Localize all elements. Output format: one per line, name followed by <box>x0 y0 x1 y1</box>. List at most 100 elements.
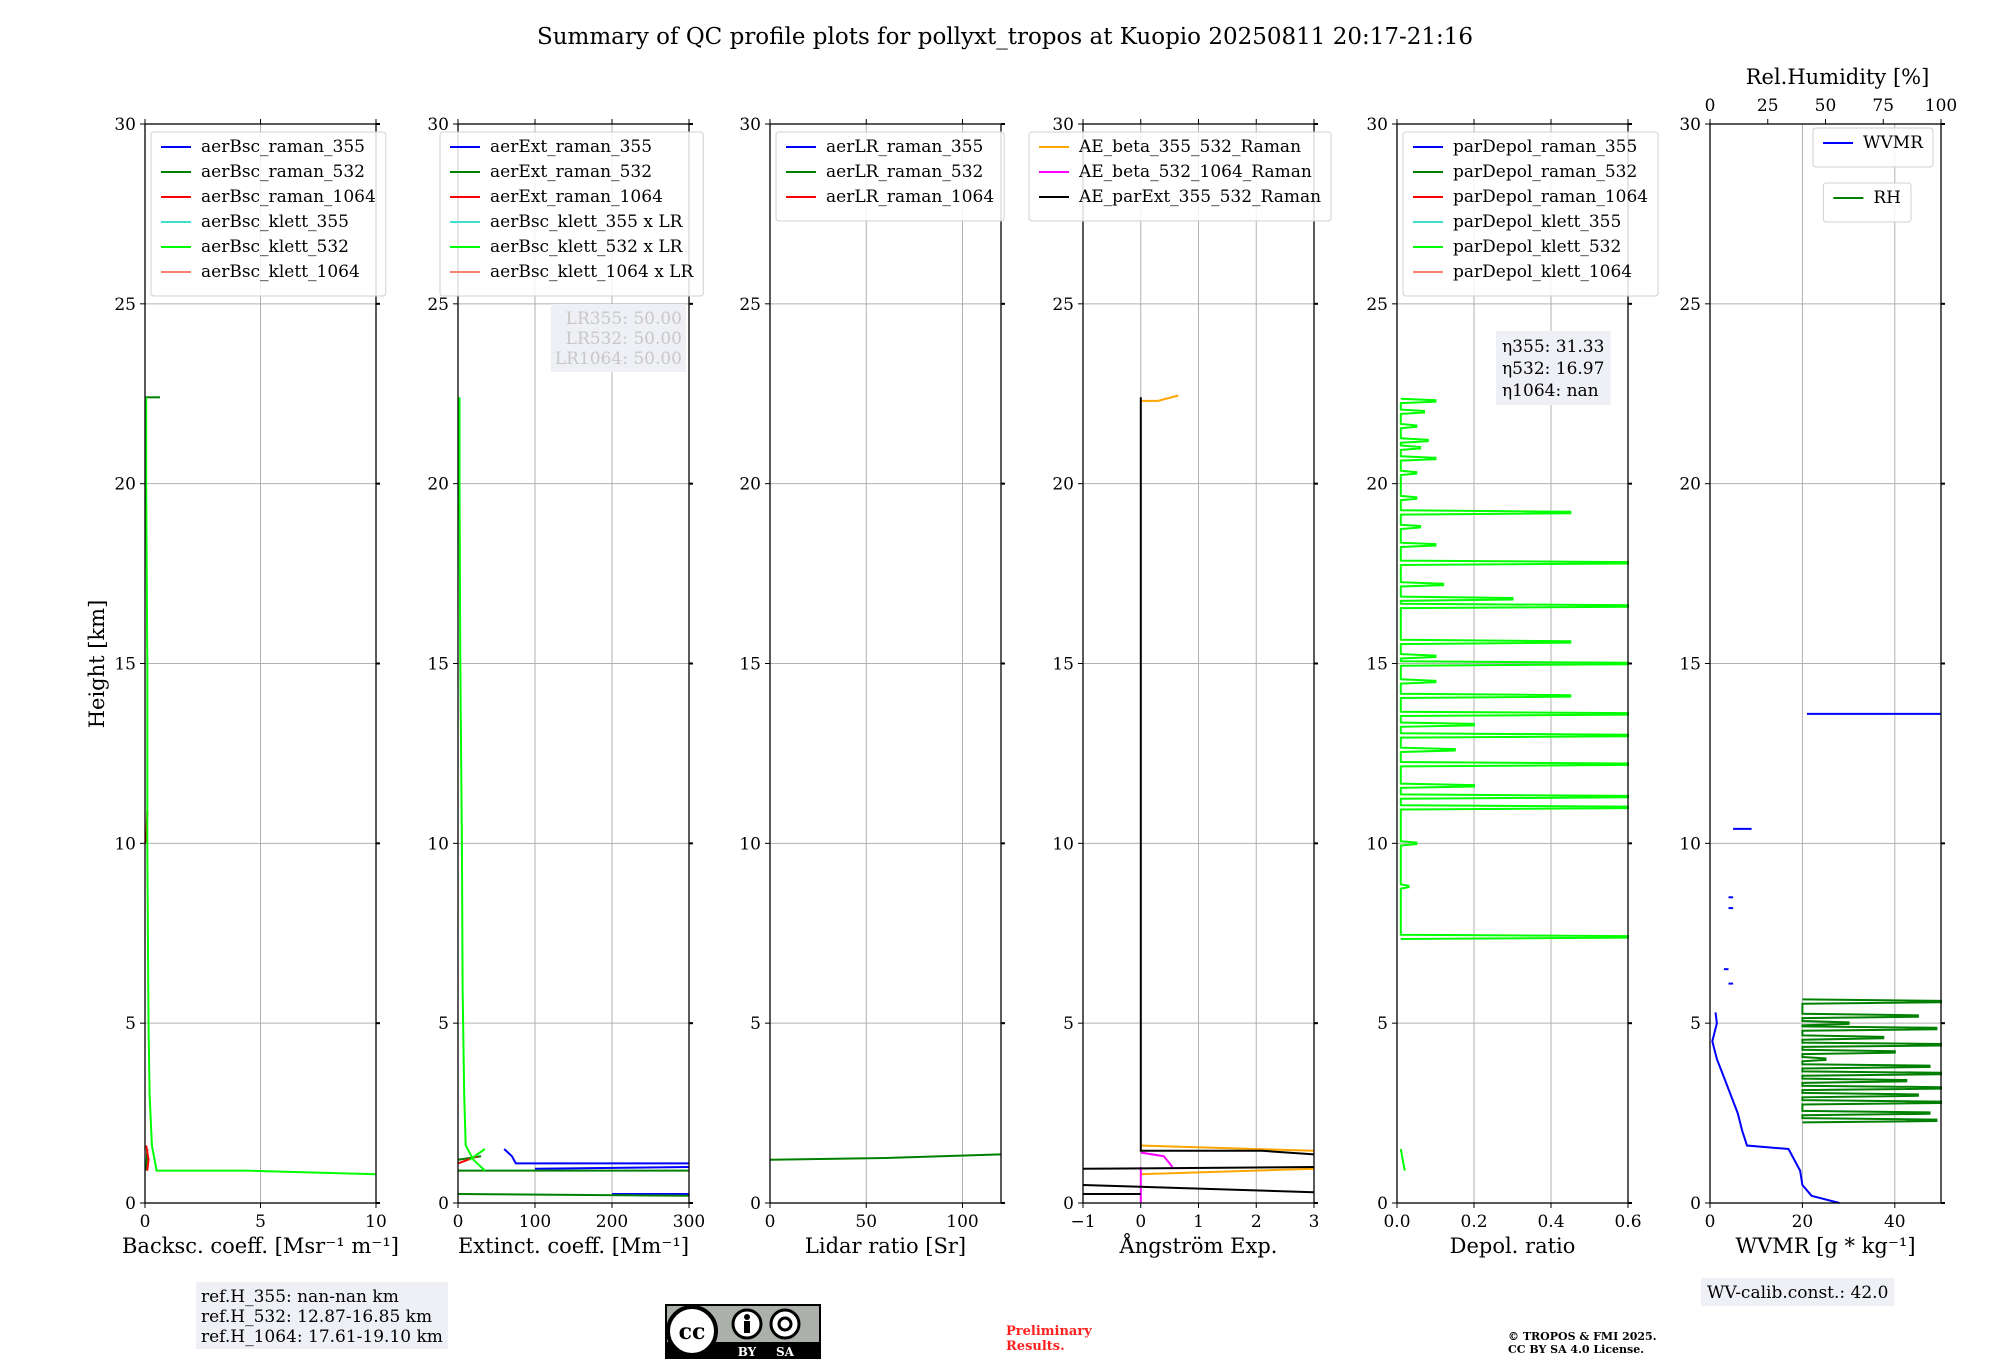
legend-label: RH <box>1873 188 1901 208</box>
y-tick-label: 0 <box>1377 1194 1388 1214</box>
legend-label: aerBsc_raman_355 <box>201 137 365 157</box>
legend-label: parDepol_raman_532 <box>1453 162 1637 182</box>
plot-area <box>1082 394 1315 1203</box>
x-axis-label: WVMR [g * kg⁻¹] <box>1735 1234 1915 1258</box>
cc-license-logo: cc BY SA <box>665 1304 821 1359</box>
ref-height-text: ref.H_532: 12.87-16.85 km <box>201 1307 432 1327</box>
y-tick-label: 10 <box>114 834 136 854</box>
y-tick-label: 0 <box>1690 1194 1701 1214</box>
wv-calib-text: WV-calib.const.: 42.0 <box>1707 1283 1888 1303</box>
top-x-tick-label: 0 <box>1705 96 1716 116</box>
y-tick-label: 10 <box>1679 834 1701 854</box>
plot-area <box>769 1153 1002 1161</box>
series-line-RH <box>1801 998 1942 1124</box>
svg-text:cc: cc <box>679 1319 706 1345</box>
plot-area <box>145 396 377 1176</box>
legend-label: aerLR_raman_355 <box>826 137 983 157</box>
x-tick-label: 200 <box>596 1212 628 1232</box>
legend-label: parDepol_raman_1064 <box>1453 187 1648 207</box>
series-line-AE_beta_532_1064_Raman <box>1140 1151 1174 1168</box>
x-tick-label: 100 <box>519 1212 551 1232</box>
y-tick-label: 5 <box>125 1014 136 1034</box>
x-tick-label: 0 <box>765 1212 776 1232</box>
x-axis-label: Ångström Exp. <box>1119 1233 1278 1258</box>
y-tick-label: 5 <box>438 1014 449 1034</box>
panel-depolarization: 0.0 0.2 0.4 0.6 0 5 10 15 20 25 30 Depol. ratio η355… <box>1366 115 1659 1258</box>
legend-label: aerBsc_klett_355 <box>201 212 349 232</box>
legend-label: aerLR_raman_532 <box>826 162 983 182</box>
y-tick-label: 10 <box>739 834 761 854</box>
y-tick-label: 5 <box>1063 1014 1074 1034</box>
preliminary-note: Preliminary Results. <box>1006 1324 1092 1354</box>
y-tick-label: 5 <box>1690 1014 1701 1034</box>
series-line-aerLR_raman_532 <box>769 1153 1002 1161</box>
legend: AE_beta_355_532_Raman AE_beta_532_1064_Ra… <box>1028 131 1332 222</box>
x-tick-label: 3 <box>1309 1212 1320 1232</box>
eta-text: η355: 31.33 <box>1502 337 1604 357</box>
legend: aerBsc_raman_355 aerBsc_raman_532 aerBsc_r… <box>150 131 387 297</box>
y-tick-label: 30 <box>1052 115 1074 135</box>
y-tick-label: 20 <box>1052 475 1074 495</box>
ref-height-box <box>196 1282 448 1349</box>
ref-height-text: ref.H_355: nan-nan km <box>201 1287 399 1307</box>
top-x-tick-label: 50 <box>1815 96 1837 116</box>
legend-label: aerExt_raman_355 <box>490 137 652 157</box>
y-tick-label: 30 <box>1679 115 1701 135</box>
series-line-AE_beta_355_532_Raman <box>1140 394 1179 402</box>
y-tick-label: 15 <box>1052 655 1074 675</box>
x-tick-label: 300 <box>673 1212 705 1232</box>
y-tick-label: 15 <box>427 655 449 675</box>
x-tick-label: 50 <box>855 1212 877 1232</box>
eta-text: η1064: nan <box>1502 381 1599 401</box>
legend-label: parDepol_raman_355 <box>1453 137 1637 157</box>
legend-label: parDepol_klett_1064 <box>1453 262 1632 282</box>
y-tick-label: 30 <box>1366 115 1388 135</box>
legend: WVMR <box>1812 127 1934 168</box>
series-line-aerBsc_klett_532 <box>145 397 377 1176</box>
y-tick-label: 20 <box>739 475 761 495</box>
series-line-AE_beta_355_532_Raman <box>1140 1167 1315 1176</box>
y-tick-label: 10 <box>1052 834 1074 854</box>
legend-label: aerBsc_klett_355 x LR <box>490 212 684 232</box>
y-tick-label: 20 <box>427 475 449 495</box>
y-tick-label: 25 <box>427 295 449 315</box>
y-tick-label: 10 <box>1366 834 1388 854</box>
y-tick-label: 30 <box>739 115 761 135</box>
legend: aerLR_raman_355 aerLR_raman_532 aerLR_rama… <box>775 131 1005 222</box>
y-tick-label: 25 <box>1679 295 1701 315</box>
panel-lidar-ratio: 0 50 100 0 5 10 15 20 25 30 Lidar ratio [Sr] aerLR_… <box>739 115 1005 1258</box>
series-line-aerBsc_raman_1064 <box>145 1145 150 1171</box>
lidar-ratio-text: LR532: 50.00 <box>566 329 682 349</box>
x-tick-label: 0 <box>1135 1212 1146 1232</box>
series-line-aerBsc_klett_532 x LR <box>469 1148 486 1161</box>
series-line-AE_parExt_355_532_Raman <box>1082 1166 1315 1170</box>
x-tick-label: 20 <box>1792 1212 1814 1232</box>
series-line-WVMR <box>1711 1012 1840 1204</box>
y-tick-label: 5 <box>750 1014 761 1034</box>
panel-water-vapor: 0 20 40 0 5 10 15 20 25 30 WVMR [g * kg⁻¹] 0 25 50 75 1… <box>1679 65 1957 1306</box>
plot-area <box>457 397 690 1197</box>
series-line-AE_parExt_355_532_Raman <box>1082 1184 1315 1194</box>
series-line-parDepol_klett_532 <box>1399 1148 1406 1171</box>
x-tick-label: 1 <box>1193 1212 1204 1232</box>
legend-label: aerBsc_klett_1064 <box>201 262 360 282</box>
legend-label: WVMR <box>1863 133 1924 153</box>
svg-text:BY: BY <box>738 1345 757 1359</box>
panel-backscatter: 0 5 10 0 5 10 15 20 25 30 Backsc. coeff. [Msr⁻¹ m⁻… <box>114 115 448 1349</box>
legend-label: AE_beta_355_532_Raman <box>1078 137 1301 157</box>
lidar-ratio-box <box>550 304 686 372</box>
x-tick-label: 10 <box>365 1212 387 1232</box>
x-tick-label: 40 <box>1884 1212 1906 1232</box>
x-tick-label: 0.4 <box>1537 1212 1564 1232</box>
series-line-aerBsc_klett_532 x LR <box>458 397 486 1172</box>
y-tick-label: 30 <box>427 115 449 135</box>
x-axis-label: Depol. ratio <box>1450 1234 1576 1258</box>
top-x-tick-label: 25 <box>1757 96 1779 116</box>
legend-label: AE_parExt_355_532_Raman <box>1078 187 1321 207</box>
y-axis-label: Height [km] <box>85 600 109 729</box>
y-tick-label: 20 <box>114 475 136 495</box>
legend-label: aerBsc_klett_1064 x LR <box>490 262 694 282</box>
y-tick-label: 15 <box>114 655 136 675</box>
